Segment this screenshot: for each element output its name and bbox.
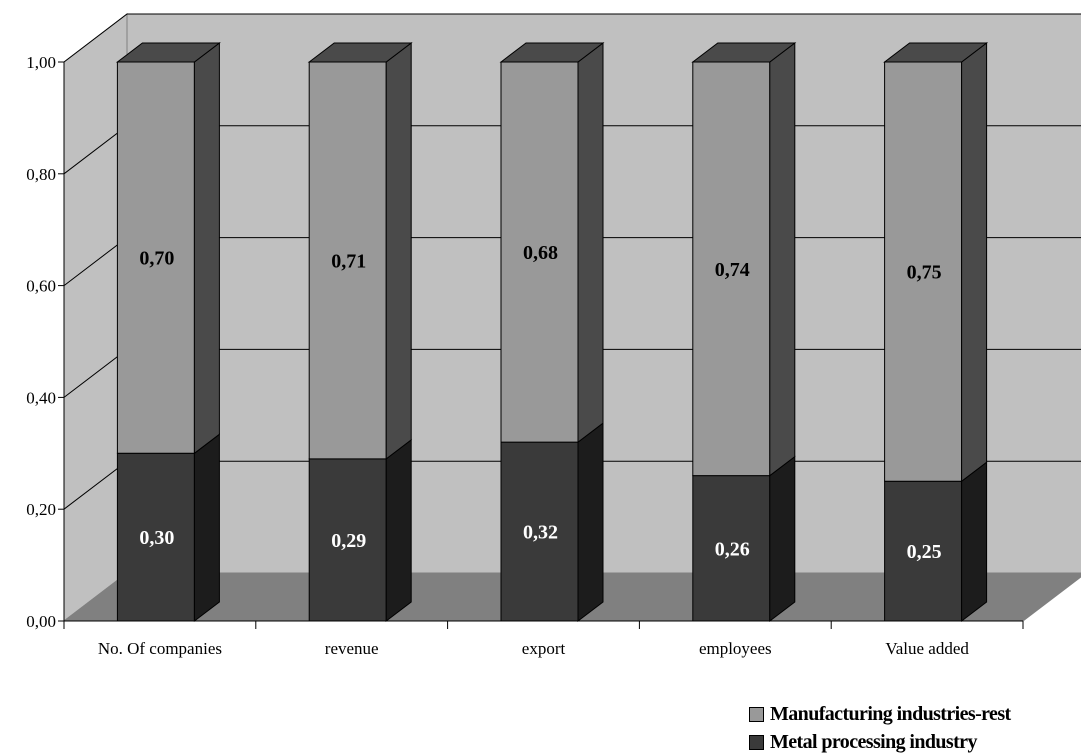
bar-side bbox=[961, 461, 988, 623]
bar-side bbox=[577, 422, 604, 623]
legend-item-manufacturing[interactable]: Manufacturing industries-rest bbox=[749, 700, 1079, 728]
labels: 0,00 0,20 0,40 0,60 0,80 1,00 No. Of companies… bbox=[26, 53, 969, 658]
y-tick-label: 0,80 bbox=[26, 165, 56, 184]
data-label: 0,74 bbox=[715, 259, 750, 281]
bar-top bbox=[883, 42, 989, 63]
legend-swatch-metal bbox=[749, 734, 764, 750]
gridline bbox=[63, 13, 1081, 63]
y-tick-label: 0,20 bbox=[26, 500, 56, 519]
data-label: 0,30 bbox=[139, 527, 174, 549]
x-category-label: employees bbox=[699, 639, 772, 658]
bar-top bbox=[115, 42, 221, 63]
x-category-label: Value added bbox=[885, 639, 969, 658]
data-label: 0,26 bbox=[715, 538, 750, 560]
data-label: 0,29 bbox=[331, 530, 366, 552]
data-label: 0,25 bbox=[907, 541, 942, 563]
stacked-bar-chart: 0,00 0,20 0,40 0,60 0,80 1,00 No. Of companies… bbox=[26, 12, 1081, 658]
y-tick-label: 0,60 bbox=[26, 277, 56, 296]
bars bbox=[115, 41, 989, 623]
bar-side bbox=[193, 41, 220, 455]
y-tick-label: 0,00 bbox=[26, 612, 56, 631]
bar-top bbox=[307, 42, 413, 63]
data-label: 0,75 bbox=[907, 262, 942, 284]
y-tick-label: 1,00 bbox=[26, 53, 56, 72]
bar-side bbox=[769, 455, 796, 623]
y-tick-label: 0,40 bbox=[26, 388, 56, 407]
bar-side bbox=[577, 41, 604, 444]
data-label: 0,71 bbox=[331, 250, 366, 272]
legend: Manufacturing industries-rest Metal proc… bbox=[749, 700, 1079, 756]
data-label: 0,68 bbox=[523, 242, 558, 264]
x-category-label: No. Of companies bbox=[98, 639, 222, 658]
data-label: 0,32 bbox=[523, 522, 558, 544]
bar-top bbox=[691, 42, 797, 63]
bar-side bbox=[385, 41, 412, 460]
legend-label-manufacturing: Manufacturing industries-rest bbox=[770, 702, 1011, 725]
bar-side bbox=[385, 438, 412, 623]
bar-side bbox=[769, 41, 796, 477]
legend-label-metal: Metal processing industry bbox=[770, 730, 977, 753]
legend-swatch-manufacturing bbox=[749, 706, 764, 722]
bar-side bbox=[193, 433, 220, 623]
bar-side bbox=[961, 41, 988, 483]
legend-item-metal[interactable]: Metal processing industry bbox=[749, 728, 1079, 756]
x-category-label: export bbox=[522, 639, 566, 658]
x-category-label: revenue bbox=[325, 639, 379, 658]
data-label: 0,70 bbox=[139, 248, 174, 270]
bar-top bbox=[499, 42, 605, 63]
